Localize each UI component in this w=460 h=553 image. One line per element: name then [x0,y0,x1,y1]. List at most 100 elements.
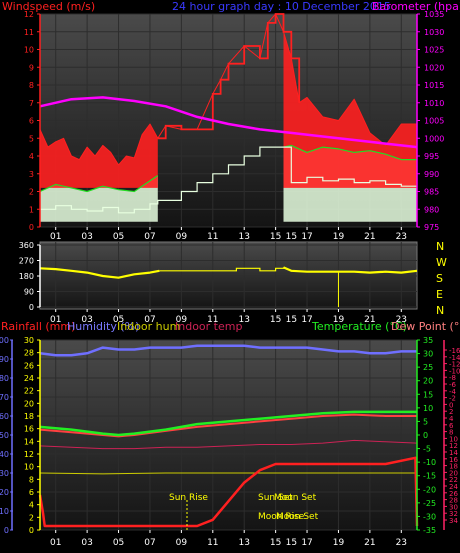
dewpoint-tick-label--2: -2 [449,395,456,403]
bot-xtick-label-23: 23 [396,538,407,548]
top-xtick-label-01: 01 [50,232,61,242]
dewpoint-tick-label--14: -14 [449,354,460,362]
windspeed-tick-label-4: 4 [29,152,34,161]
direction-tick-label-270: 270 [19,257,34,266]
top-xtick-label-23: 23 [396,232,407,242]
compass-e: E [436,288,443,301]
direction-tick-label-0: 0 [29,303,34,312]
dewpoint-line [39,413,417,438]
sun-rise-label: Sun Rise [169,493,208,503]
barometer-header: Barometer (hpa) [372,0,460,13]
temperature-tick-label-20: 20 [423,377,433,386]
windspeed-tick-label-12: 12 [24,10,34,19]
dewpoint-tick-label-34: 34 [449,517,458,525]
dewpoint-tick-label-16: 16 [449,456,458,464]
dir-xtick-label-01: 01 [50,315,61,325]
rainfall-tick-label-20: 20 [24,399,34,408]
windspeed-tick-label-6: 6 [29,117,34,126]
bot-xtick-label-11: 11 [207,538,218,548]
rainfall-tick-label-0: 0 [29,526,34,535]
dir-xtick-label-05: 05 [113,315,124,325]
bot-xtick-label-21: 21 [364,538,375,548]
humidity-tick-label-70: 70 [0,393,9,402]
top-xtick-label-13: 13 [238,232,249,242]
top-xtick-label-21: 21 [364,232,375,242]
dewpoint-tick-label--10: -10 [449,367,460,375]
temperature-tick-label--10: -10 [423,458,436,467]
bot-xtick-label-13: 13 [238,538,249,548]
bot-xtick-label-09: 09 [176,538,188,548]
dewpoint-tick-label-0: 0 [449,401,453,409]
dewpoint-tick-label-20: 20 [449,469,458,477]
humidity-header: Humidity (%) [67,320,139,333]
dir-xtick-label-09: 09 [176,315,188,325]
windspeed-header: Windspeed (m/s) [2,0,95,13]
barometer-tick-label-1035: 1035 [424,10,444,19]
bot-xtick-label-03: 03 [81,538,92,548]
top-xtick-label-03: 03 [81,232,92,242]
humidity-tick-label-30: 30 [0,469,9,478]
temperature-tick-label--35: -35 [423,526,436,535]
bot-xtick-label-19: 19 [333,538,345,548]
dir-xtick-label-03: 03 [81,315,92,325]
barometer-tick-label-1025: 1025 [424,46,444,55]
dewpoint-tick-label-2: 2 [449,408,453,416]
top-xtick-label-11: 11 [207,232,218,242]
windspeed-tick-label-8: 8 [29,81,34,90]
rainfall-tick-label-26: 26 [24,361,34,370]
barometer-tick-label-975: 975 [424,223,439,232]
barometer-tick-label-1010: 1010 [424,99,444,108]
humidity-tick-label-40: 40 [0,450,9,459]
rainfall-tick-label-10: 10 [24,463,34,472]
dewpoint-tick-label-14: 14 [449,449,458,457]
graph-title: 24 hour graph day : 10 December 2015 [172,0,391,13]
wind-average-line [40,146,417,214]
rainfall-tick-label-8: 8 [29,475,34,484]
top-xtick-label-07: 07 [144,232,155,242]
windspeed-fill-0 [40,124,158,188]
rainfall-tick-label-6: 6 [29,488,34,497]
indoor-temp-header: Indoor temp [175,320,242,333]
dewpoint-tick-label-6: 6 [449,422,454,430]
dewpoint-tick-label-22: 22 [449,476,458,484]
dewpoint-tick-label-26: 26 [449,490,458,498]
dir-xtick-label-extra-15: 15 [286,315,297,325]
dewpoint-tick-label-8: 8 [449,429,453,437]
windspeed-tick-label-5: 5 [29,134,34,143]
compass-w: W [436,256,447,269]
windspeed-tick-label-3: 3 [29,170,34,179]
windspeed-line [39,13,417,166]
rainfall-tick-label-14: 14 [24,437,34,446]
dir-xtick-label-23: 23 [396,315,407,325]
compass-s: S [436,272,443,285]
windspeed-tick-label-9: 9 [29,63,34,72]
dewpoint-tick-label-12: 12 [449,442,458,450]
bot-xtick-label-17: 17 [301,538,312,548]
dewpoint-tick-label-28: 28 [449,497,458,505]
gust-line-b [283,144,417,161]
rainfall-tick-label-30: 30 [24,336,34,345]
direction-tick-label-360: 360 [19,241,34,250]
windspeed-tick-label-2: 2 [29,188,34,197]
barometer-tick-label-1015: 1015 [424,81,444,90]
rainfall-tick-label-4: 4 [29,501,34,510]
dir-xtick-label-21: 21 [364,315,375,325]
temperature-tick-label--25: -25 [423,499,436,508]
bot-xtick-label-01: 01 [50,538,61,548]
top-xtick-label-09: 09 [176,232,188,242]
bot-xtick-label-05: 05 [113,538,124,548]
windspeed-tick-label-7: 7 [29,99,34,108]
barometer-tick-label-990: 990 [424,170,439,179]
dewpoint-tick-label-24: 24 [449,483,458,491]
barometer-line [39,96,418,149]
dewpoint-tick-label-10: 10 [449,435,458,443]
direction-tick-label-180: 180 [19,272,34,281]
compass-n-top: N [436,240,444,253]
barometer-tick-label-980: 980 [424,205,439,214]
temperature-tick-label--15: -15 [423,472,436,481]
dir-xtick-label-19: 19 [333,315,345,325]
rainfall-tick-label-22: 22 [24,387,34,396]
top-xtick-label-19: 19 [333,232,345,242]
